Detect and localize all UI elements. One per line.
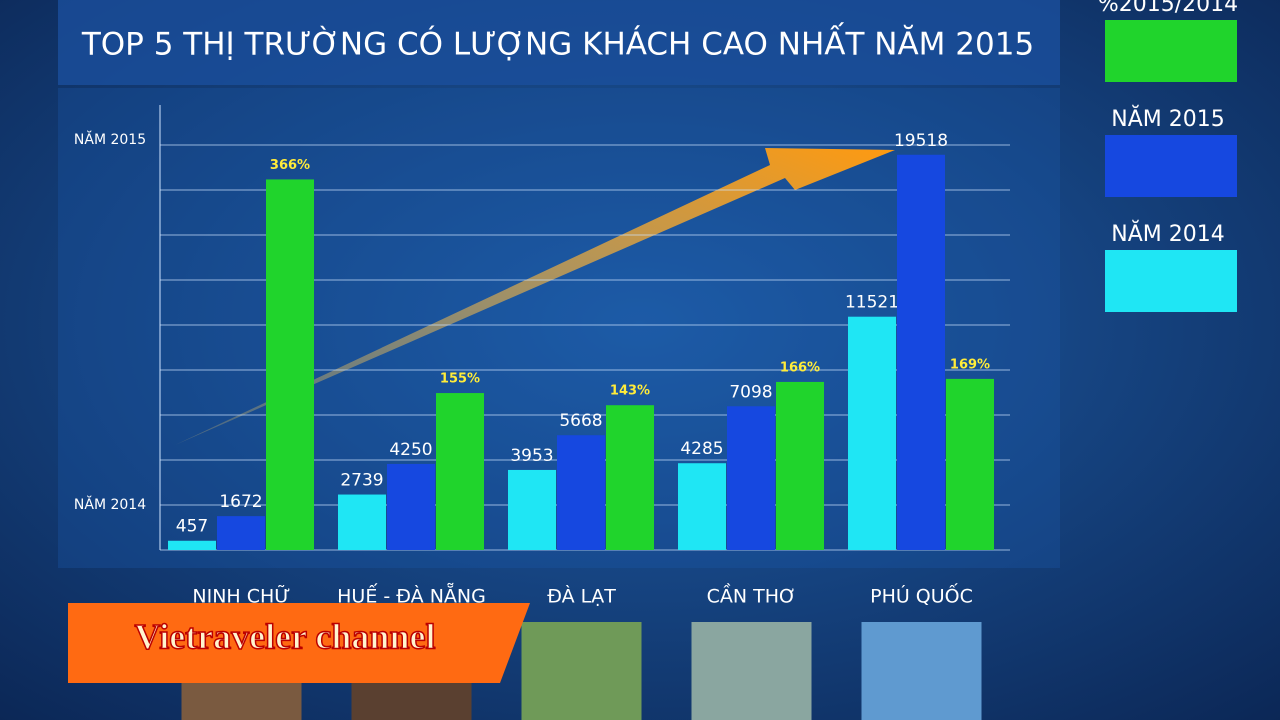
data-label: 3953 <box>510 446 553 466</box>
legend-label: %2015/2014 <box>1098 0 1238 17</box>
bar <box>946 378 994 550</box>
bar <box>436 393 484 550</box>
data-label: 169% <box>950 357 990 372</box>
bar <box>897 154 945 550</box>
data-label: 11521 <box>845 293 899 313</box>
x-tick-label: PHÚ QUỐC <box>870 582 973 608</box>
watermark: Vietraveler channel <box>135 616 436 656</box>
axis-label: NĂM 2014 <box>74 495 146 513</box>
axis-label: NĂM 2015 <box>74 130 146 148</box>
data-label: 4285 <box>680 439 723 459</box>
data-label: 155% <box>440 372 480 387</box>
data-label: 143% <box>610 384 650 399</box>
bar <box>266 179 314 551</box>
bar <box>168 540 216 550</box>
chart-title: TOP 5 THỊ TRƯỜNG CÓ LƯỢNG KHÁCH CAO NHẤT… <box>81 24 1034 63</box>
category-photo <box>521 622 642 720</box>
data-label: 19518 <box>894 131 948 151</box>
legend-swatch <box>1105 135 1237 197</box>
bar <box>508 469 556 550</box>
data-label: 4250 <box>389 440 432 460</box>
x-tick-label: CẦN THƠ <box>707 583 797 608</box>
data-label: 366% <box>270 158 310 173</box>
legend-label: NĂM 2015 <box>1111 105 1224 132</box>
legend-label: NĂM 2014 <box>1111 220 1224 247</box>
bar <box>387 463 435 550</box>
x-tick-label: ĐÀ LẠT <box>547 585 616 608</box>
data-label: 5668 <box>559 411 602 431</box>
bar <box>557 435 605 550</box>
bar <box>678 463 726 550</box>
bar <box>727 406 775 550</box>
bar <box>606 405 654 550</box>
data-label: 7098 <box>729 382 772 402</box>
data-label: 166% <box>780 360 820 375</box>
bar <box>848 316 896 550</box>
data-label: 2739 <box>340 471 383 491</box>
watermark-banner: Vietraveler channel <box>68 603 530 683</box>
title-panel <box>58 0 1060 85</box>
banner <box>68 603 530 683</box>
bar <box>776 381 824 550</box>
data-label: 457 <box>176 517 208 537</box>
bar <box>217 516 265 550</box>
category-photo <box>691 622 812 720</box>
x-tick-label: NINH CHỮ <box>192 585 290 608</box>
legend-swatch <box>1105 250 1237 312</box>
trend-arrow <box>175 148 895 445</box>
bar <box>338 494 386 550</box>
category-photo <box>861 622 982 720</box>
legend-swatch <box>1105 20 1237 82</box>
data-label: 1672 <box>219 492 262 512</box>
